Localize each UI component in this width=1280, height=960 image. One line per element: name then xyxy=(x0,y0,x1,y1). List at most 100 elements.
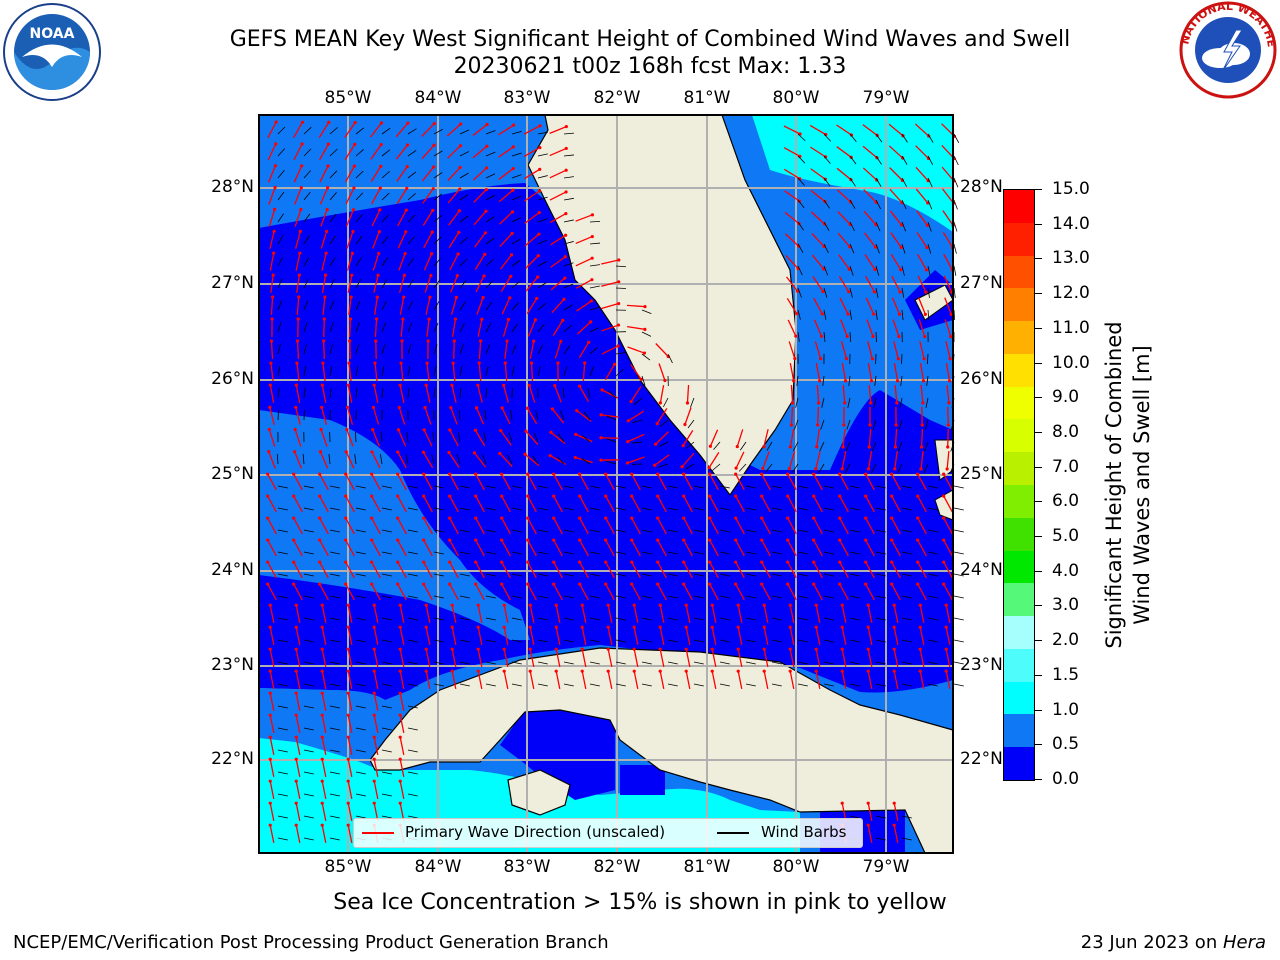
wave-arrow xyxy=(761,473,771,491)
wave-arrow xyxy=(813,319,823,337)
wave-arrow-head xyxy=(377,251,381,256)
wind-barb xyxy=(823,199,830,209)
wind-barb xyxy=(277,388,280,399)
wind-barb xyxy=(641,617,652,621)
wave-arrow-head xyxy=(268,779,272,783)
wave-arrow-head xyxy=(476,625,480,629)
wave-arrow-head xyxy=(396,560,400,564)
wind-barb xyxy=(537,507,548,511)
wave-arrow-head xyxy=(422,472,426,476)
wind-barb xyxy=(693,551,704,555)
wind-barb xyxy=(459,507,470,511)
wave-arrow-head xyxy=(379,143,383,147)
wave-arrow-head xyxy=(399,361,403,365)
colorbar-tick xyxy=(1034,189,1042,190)
wave-arrow-head xyxy=(838,538,842,542)
wave-arrow-head xyxy=(554,625,558,629)
wave-arrow-head xyxy=(498,451,502,456)
wave-arrow xyxy=(815,627,821,645)
wind-barb xyxy=(433,344,438,355)
wind-barb xyxy=(355,749,366,753)
wave-arrow xyxy=(474,429,486,447)
wave-arrow xyxy=(554,385,562,403)
wind-barb xyxy=(406,432,409,443)
wind-barb xyxy=(901,639,912,643)
colorbar-tick-label: 13.0 xyxy=(1052,248,1090,269)
wind-barb xyxy=(329,639,340,643)
lat-label-right: 24°N xyxy=(960,560,1003,580)
wind-barb xyxy=(355,529,366,533)
wave-arrow xyxy=(501,517,511,535)
wave-arrow-head xyxy=(890,582,894,586)
wave-arrow-head xyxy=(448,472,452,476)
wave-arrow-head xyxy=(788,445,792,449)
wind-barb xyxy=(407,236,415,245)
wave-arrow-head xyxy=(599,436,603,440)
wave-arrow-head xyxy=(346,801,350,805)
wave-arrow xyxy=(783,168,801,180)
wave-arrow-head xyxy=(896,357,900,361)
wave-arrow-head xyxy=(268,801,272,805)
wave-arrow xyxy=(893,649,899,667)
wind-barb xyxy=(507,454,513,465)
wind-barb xyxy=(277,366,281,377)
wave-arrow-head xyxy=(346,625,350,629)
wind-barb xyxy=(277,749,288,753)
wave-arrow xyxy=(371,451,381,469)
chart-title: GEFS MEAN Key West Significant Height of… xyxy=(229,27,1071,52)
wind-barb xyxy=(901,595,912,599)
wave-arrow-head xyxy=(353,142,357,146)
wave-arrow xyxy=(862,124,878,136)
wave-arrow-head xyxy=(897,312,902,316)
wave-arrow xyxy=(447,188,461,204)
wave-arrow xyxy=(476,297,484,315)
wave-arrow xyxy=(373,627,379,645)
wind-barb xyxy=(589,595,600,599)
wind-barb xyxy=(381,214,390,223)
wave-arrow xyxy=(683,561,693,579)
wind-barb xyxy=(797,595,808,599)
wave-arrow xyxy=(370,166,382,182)
wave-arrow xyxy=(530,362,534,382)
wave-arrow-head xyxy=(404,208,408,212)
wave-arrow xyxy=(945,605,951,623)
wave-arrow xyxy=(947,406,949,426)
wave-arrow xyxy=(269,407,275,425)
wave-arrow-head xyxy=(708,494,712,498)
wind-barb xyxy=(953,243,957,254)
wind-barb xyxy=(849,133,857,143)
wave-arrow xyxy=(371,209,381,227)
wave-arrow xyxy=(575,214,593,222)
wave-arrow xyxy=(551,298,565,314)
wind-barb xyxy=(901,243,906,254)
wave-arrow xyxy=(683,495,693,513)
wind-barb xyxy=(277,170,285,179)
wave-arrow xyxy=(737,605,743,623)
wind-barb xyxy=(328,454,331,465)
wave-arrow xyxy=(709,539,719,557)
wave-arrow xyxy=(815,671,821,689)
colorbar-tick-label: 3.0 xyxy=(1052,595,1080,616)
wave-arrow-head xyxy=(632,647,636,651)
wave-arrow xyxy=(269,231,275,249)
wave-arrow xyxy=(837,211,851,225)
wave-arrow-head xyxy=(371,428,375,432)
wave-arrow xyxy=(943,495,953,513)
wave-arrow xyxy=(423,583,433,601)
wave-arrow xyxy=(550,431,566,445)
wave-arrow xyxy=(607,671,613,689)
wave-arrow xyxy=(549,169,567,179)
wave-arrow-head xyxy=(838,560,842,564)
wave-arrow-head xyxy=(500,516,504,520)
wave-arrow-head xyxy=(532,339,536,343)
wave-arrow xyxy=(841,803,847,821)
wave-arrow-head xyxy=(398,603,402,607)
wind-barb xyxy=(277,126,286,135)
wave-arrow xyxy=(474,232,486,248)
wave-arrow-head xyxy=(587,340,591,344)
wave-arrow xyxy=(867,627,873,645)
wind-barb xyxy=(511,485,522,489)
wave-arrow-head xyxy=(268,823,272,827)
wave-arrow xyxy=(321,715,327,733)
wave-arrow xyxy=(447,145,461,159)
